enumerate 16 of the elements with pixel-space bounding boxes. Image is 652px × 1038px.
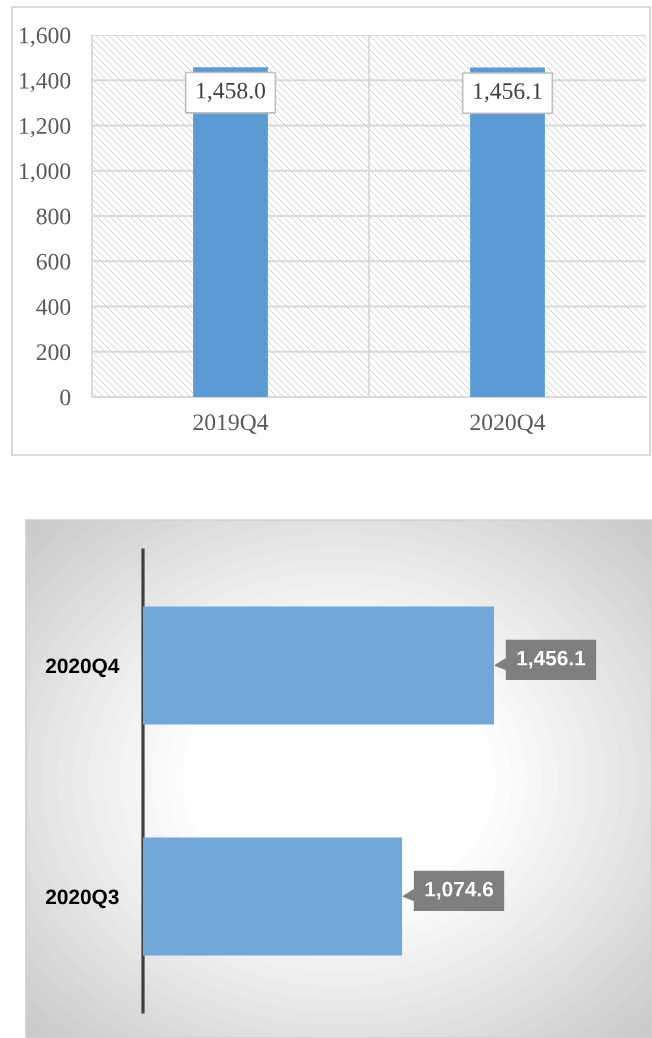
y-tick-label: 0 xyxy=(60,389,71,406)
y-tick-label: 200 xyxy=(36,344,71,361)
y-tick-label: 1,600 xyxy=(20,27,71,47)
y-tick-label: 2020Q4 xyxy=(45,658,120,678)
y-tick-label: 600 xyxy=(36,253,71,270)
data-label: 1,074.6 xyxy=(425,881,494,900)
data-label: 1,456.1 xyxy=(517,650,586,669)
y-tick-label: 800 xyxy=(36,208,71,225)
y-tick-label: 1,000 xyxy=(20,163,71,183)
y-tick-label: 400 xyxy=(36,298,71,315)
y-tick-label: 1,200 xyxy=(20,117,71,138)
x-tick-label: 2019Q4 xyxy=(193,414,269,434)
data-label: 1,456.1 xyxy=(474,83,542,103)
y-tick-label: 1,400 xyxy=(20,72,71,93)
y-tick-label: 2020Q3 xyxy=(45,889,119,909)
data-label: 1,458.0 xyxy=(197,82,266,102)
